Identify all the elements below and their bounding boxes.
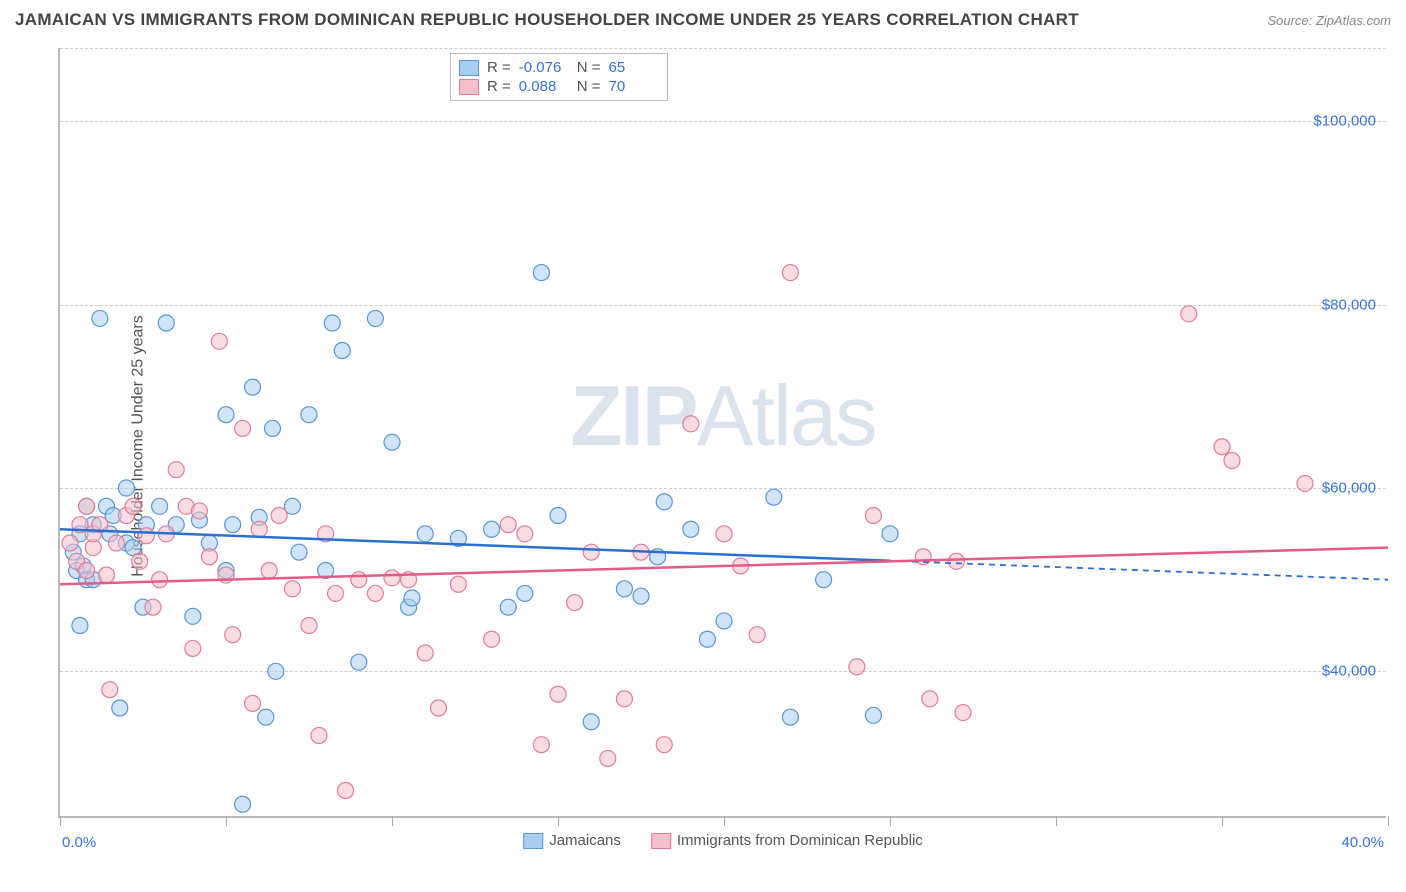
- stat-row-jamaicans: R = -0.076 N = 65: [459, 58, 659, 77]
- stat-row-dominican: R = 0.088 N = 70: [459, 77, 659, 96]
- legend-item-dominican: Immigrants from Dominican Republic: [651, 832, 923, 849]
- chart-area: ZIPAtlas $40,000$60,000$80,000$100,000 R…: [58, 48, 1386, 818]
- x-axis-right-label: 40.0%: [1341, 834, 1384, 851]
- x-axis-left-label: 0.0%: [62, 834, 96, 851]
- source-attribution: Source: ZipAtlas.com: [1267, 13, 1391, 28]
- swatch-icon: [523, 833, 543, 849]
- legend: Jamaicans Immigrants from Dominican Repu…: [523, 832, 923, 849]
- scatter-plot: [60, 48, 1386, 816]
- stat-legend-box: R = -0.076 N = 65 R = 0.088 N = 70: [450, 53, 668, 101]
- legend-item-jamaicans: Jamaicans: [523, 832, 621, 849]
- swatch-icon: [651, 833, 671, 849]
- chart-title: JAMAICAN VS IMMIGRANTS FROM DOMINICAN RE…: [15, 10, 1079, 30]
- swatch-icon: [459, 79, 479, 95]
- swatch-icon: [459, 60, 479, 76]
